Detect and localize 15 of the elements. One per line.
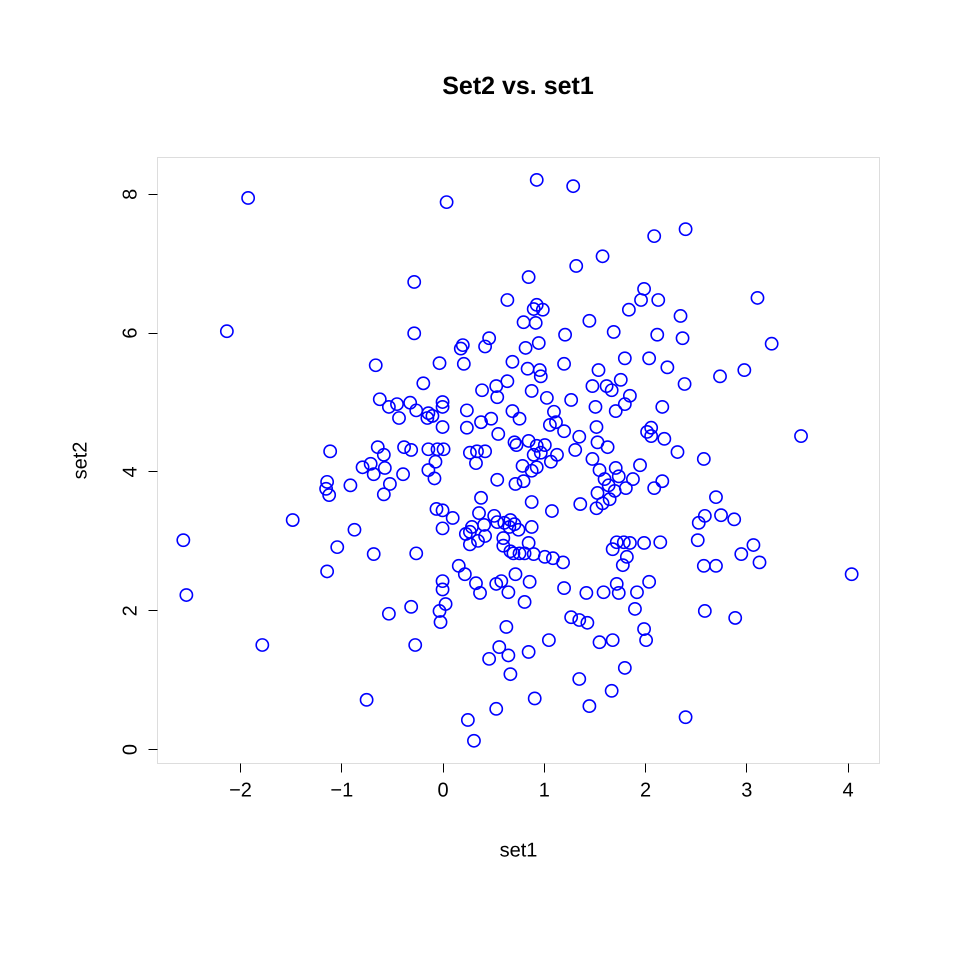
x-tick-label: 0 xyxy=(437,780,449,802)
chart-title: Set2 vs. set1 xyxy=(442,72,594,100)
x-tick-label: 2 xyxy=(640,780,652,802)
y-tick-label: 0 xyxy=(120,744,142,756)
y-tick-label: 4 xyxy=(120,466,142,478)
x-axis-title: set1 xyxy=(500,840,538,862)
y-tick-label: 2 xyxy=(120,605,142,616)
x-tick-label: 3 xyxy=(741,780,752,802)
x-tick-label: 4 xyxy=(842,780,854,802)
x-tick-label: 1 xyxy=(538,780,550,802)
x-tick-label: −1 xyxy=(330,780,354,802)
x-tick-label: −2 xyxy=(229,780,252,802)
y-axis-title: set2 xyxy=(70,442,92,480)
y-tick-label: 8 xyxy=(120,188,142,200)
y-tick-label: 6 xyxy=(120,328,142,339)
